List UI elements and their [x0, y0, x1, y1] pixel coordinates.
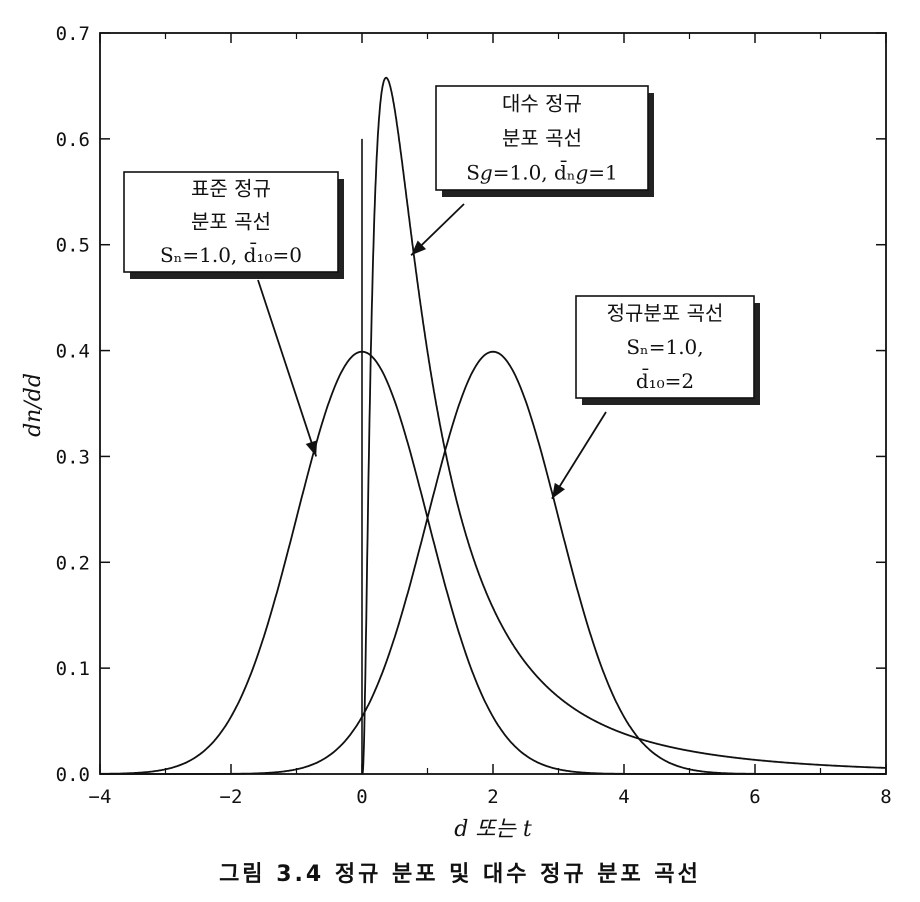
callout-arrow-standard: [257, 279, 318, 457]
arrowhead-shifted: [551, 482, 565, 499]
callout-text-standard: 표준 정규: [191, 176, 271, 200]
x-tick-label: 6: [749, 786, 760, 808]
callout-text-lognormal: S𝑔=1.0, d̄ₙ𝑔=1: [466, 159, 618, 184]
callout-text-standard: 분포 곡선: [191, 210, 271, 234]
callout-arrow-shifted: [551, 411, 607, 500]
arrowhead-standard: [305, 440, 318, 457]
x-tick-label: 8: [880, 786, 891, 808]
x-tick-label: −2: [220, 786, 243, 808]
callout-box-lognormal: [435, 85, 649, 191]
curve-standard: [99, 350, 886, 775]
x-tick-label: 2: [487, 786, 498, 808]
callout-text-shifted: Sₙ=1.0,: [626, 335, 703, 359]
curve-lognormal: [361, 76, 886, 775]
curves: [99, 76, 886, 775]
callout-text-lognormal: 분포 곡선: [502, 126, 582, 150]
callout-box-shifted: [575, 295, 755, 399]
axis-ticks: −4 −2 0 2 4 6 8 0.0 0.1 0.2 0.3 0.4 0.5 0.6 0.7: [56, 23, 892, 808]
figure-caption: 그림 3.4 정규 분포 및 대수 정규 분포 곡선: [219, 862, 701, 887]
callout-arrows: [257, 203, 607, 500]
callout-box-standard: [123, 171, 339, 273]
callout-text-standard: Sₙ=1.0, d̄₁₀=0: [160, 242, 302, 267]
x-axis-title: d 또는 t: [454, 817, 532, 842]
curve-shifted: [100, 350, 886, 775]
x-tick-label: −4: [89, 786, 112, 808]
y-tick-label: 0.5: [56, 235, 90, 257]
callout-text-lognormal: 대수 정규: [502, 91, 582, 115]
y-tick-label: 0.3: [56, 446, 90, 468]
y-tick-label: 0.1: [56, 658, 90, 680]
y-tick-label: 0.0: [56, 764, 90, 786]
callout-text-shifted: d̄₁₀=2: [636, 367, 694, 392]
x-tick-label: 4: [618, 786, 629, 808]
y-tick-label: 0.7: [56, 23, 90, 45]
y-tick-label: 0.6: [56, 129, 90, 151]
x-tick-label: 0: [356, 786, 367, 808]
y-axis-title: dn/dd: [21, 373, 46, 437]
y-tick-label: 0.4: [56, 341, 90, 363]
callout-text-shifted: 정규분포 곡선: [607, 301, 724, 325]
y-tick-label: 0.2: [56, 552, 90, 574]
chart: −4 −2 0 2 4 6 80.00.10.20.30.40.50.60.7 표준 정규분…: [21, 23, 892, 842]
arrowhead-lognormal: [411, 240, 427, 256]
